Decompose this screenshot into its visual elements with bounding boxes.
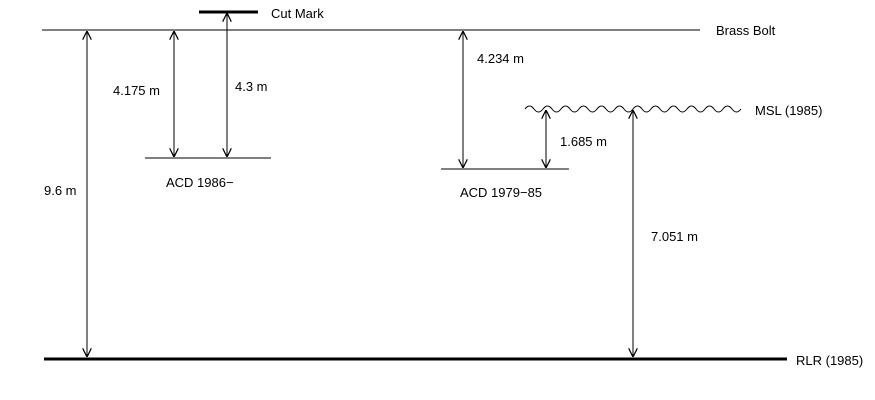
distance-label-brass-bolt-acd-1986: 4.175 m <box>113 83 160 98</box>
acd-1979-label: ACD 1979−85 <box>460 185 542 200</box>
msl-wave-line <box>524 105 742 113</box>
rlr-label: RLR (1985) <box>796 353 863 368</box>
distance-label-cut-mark-acd-1986: 4.3 m <box>235 79 268 94</box>
brass-bolt-label: Brass Bolt <box>716 23 776 38</box>
distance-label-acd-1979-msl: 1.685 m <box>560 134 607 149</box>
distance-label-rlr-msl: 7.051 m <box>651 229 698 244</box>
cut-mark-label: Cut Mark <box>271 6 324 21</box>
distance-label-brass-bolt-acd-1979: 4.234 m <box>477 51 524 66</box>
acd-1986-label: ACD 1986− <box>166 175 234 190</box>
msl-label: MSL (1985) <box>755 103 822 118</box>
distance-label-rlr-brass-bolt: 9.6 m <box>44 183 77 198</box>
